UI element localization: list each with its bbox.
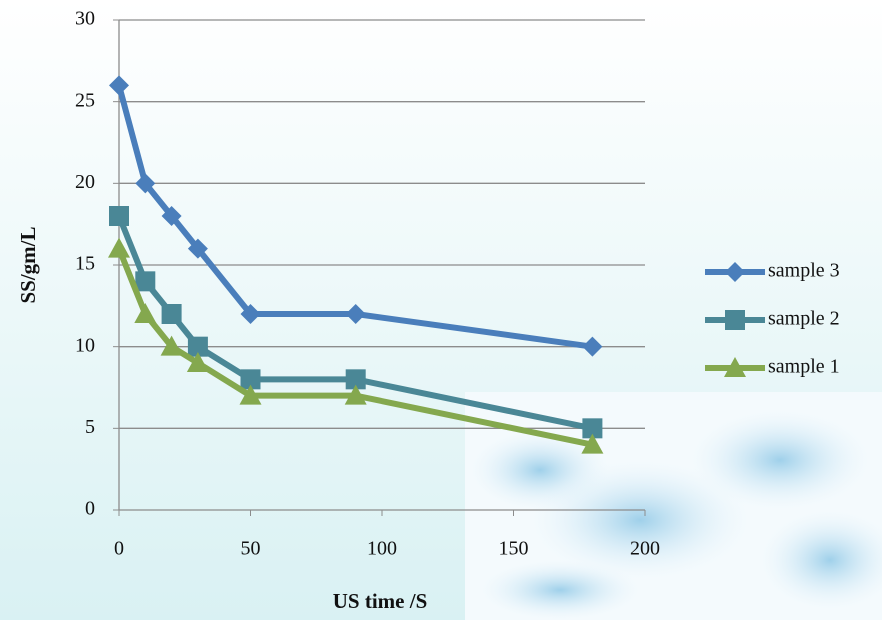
marker <box>187 238 208 259</box>
x-tick-label: 150 <box>499 538 529 560</box>
y-tick-label: 25 <box>75 89 95 111</box>
legend-marker <box>725 262 745 282</box>
y-tick-label: 15 <box>75 253 95 275</box>
y-tick-label: 0 <box>85 498 95 520</box>
legend-label: sample 3 <box>768 260 840 282</box>
marker <box>187 336 208 357</box>
marker <box>160 335 183 356</box>
legend-label: sample 1 <box>768 356 840 378</box>
x-tick-label: 0 <box>114 538 124 560</box>
y-tick-label: 10 <box>75 334 95 356</box>
marker <box>186 352 209 372</box>
marker <box>345 304 366 324</box>
y-tick-label: 5 <box>85 416 95 438</box>
marker <box>240 304 261 324</box>
marker <box>582 336 603 357</box>
y-tick-label: 20 <box>75 171 95 193</box>
decorative-image <box>465 392 882 620</box>
marker <box>161 304 182 324</box>
marker <box>344 384 367 405</box>
legend-marker <box>725 310 745 330</box>
marker <box>239 384 262 405</box>
x-tick-label: 200 <box>630 538 660 560</box>
marker <box>135 173 156 194</box>
marker <box>582 418 603 439</box>
marker <box>240 369 261 390</box>
legend-label: sample 2 <box>768 308 840 330</box>
x-axis-title: US time /S <box>333 589 428 613</box>
marker <box>108 237 130 258</box>
marker <box>109 75 129 96</box>
y-tick-label: 30 <box>75 8 95 30</box>
y-axis-title: SS/gm/L <box>16 226 40 303</box>
marker <box>134 303 157 323</box>
marker <box>161 206 182 226</box>
marker <box>135 271 156 292</box>
x-tick-label: 50 <box>241 538 261 560</box>
marker <box>109 206 129 226</box>
marker <box>581 433 604 454</box>
legend-marker <box>724 357 746 377</box>
x-tick-label: 100 <box>367 538 397 560</box>
marker <box>345 369 366 390</box>
